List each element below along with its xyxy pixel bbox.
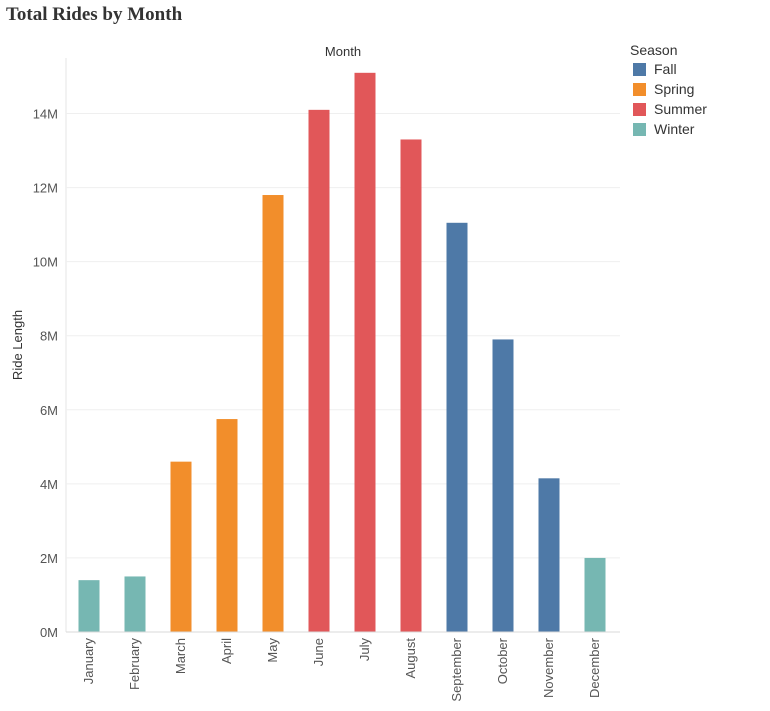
- legend-swatch: [633, 62, 646, 76]
- chart-title: Total Rides by Month: [6, 4, 183, 25]
- legend-label: Fall: [654, 61, 677, 77]
- bar-march: [170, 461, 192, 632]
- legend-items: Fall Spring Summer Winter: [630, 59, 707, 139]
- column-header: Month: [325, 44, 361, 59]
- bar-july: [354, 72, 376, 632]
- legend-item-winter: Winter: [630, 119, 707, 139]
- y-tick-label: 2M: [40, 551, 58, 566]
- legend-swatch: [633, 102, 646, 116]
- legend-swatch: [633, 122, 646, 136]
- x-tick-label: September: [449, 637, 464, 701]
- y-tick-label: 10M: [33, 255, 58, 270]
- legend-item-summer: Summer: [630, 99, 707, 119]
- y-axis-ticks: 0M 2M 4M 6M 8M 10M 12M 14M: [33, 107, 58, 640]
- x-tick-label: October: [495, 637, 510, 684]
- bar-september: [446, 222, 468, 632]
- bar-august: [400, 139, 422, 633]
- bar-january: [78, 580, 100, 632]
- y-tick-label: 8M: [40, 329, 58, 344]
- y-tick-label: 14M: [33, 107, 58, 122]
- y-tick-label: 4M: [40, 477, 58, 492]
- bar-november: [538, 478, 560, 632]
- legend-title: Season: [630, 42, 678, 58]
- x-tick-label: August: [403, 638, 418, 679]
- x-tick-label: February: [127, 638, 142, 691]
- bar-april: [216, 419, 238, 632]
- legend-label: Winter: [654, 121, 695, 137]
- legend-item-fall: Fall: [630, 59, 707, 79]
- x-tick-label: December: [587, 637, 602, 698]
- x-tick-label: June: [311, 638, 326, 666]
- x-tick-label: January: [81, 638, 96, 685]
- legend-label: Summer: [654, 101, 707, 117]
- bars: [78, 72, 606, 633]
- y-tick-label: 0M: [40, 625, 58, 640]
- legend-item-spring: Spring: [630, 79, 707, 99]
- x-tick-label: May: [265, 638, 280, 663]
- legend-swatch: [633, 82, 646, 96]
- y-tick-label: 6M: [40, 403, 58, 418]
- gridlines: [66, 113, 620, 559]
- y-tick-label: 12M: [33, 181, 58, 196]
- x-tick-label: March: [173, 638, 188, 674]
- x-tick-label: April: [219, 638, 234, 664]
- bar-june: [308, 109, 330, 633]
- bar-october: [492, 339, 514, 632]
- bar-december: [584, 557, 606, 632]
- bar-may: [262, 195, 284, 632]
- legend-label: Spring: [654, 81, 695, 97]
- bar-february: [124, 576, 146, 632]
- y-axis-title: Ride Length: [10, 310, 25, 380]
- x-tick-label: November: [541, 637, 556, 698]
- legend: Season Fall Spring Summer Winter: [630, 42, 707, 139]
- x-axis-ticks: January February March April May June July Augu…: [81, 637, 602, 701]
- x-tick-label: July: [357, 638, 372, 662]
